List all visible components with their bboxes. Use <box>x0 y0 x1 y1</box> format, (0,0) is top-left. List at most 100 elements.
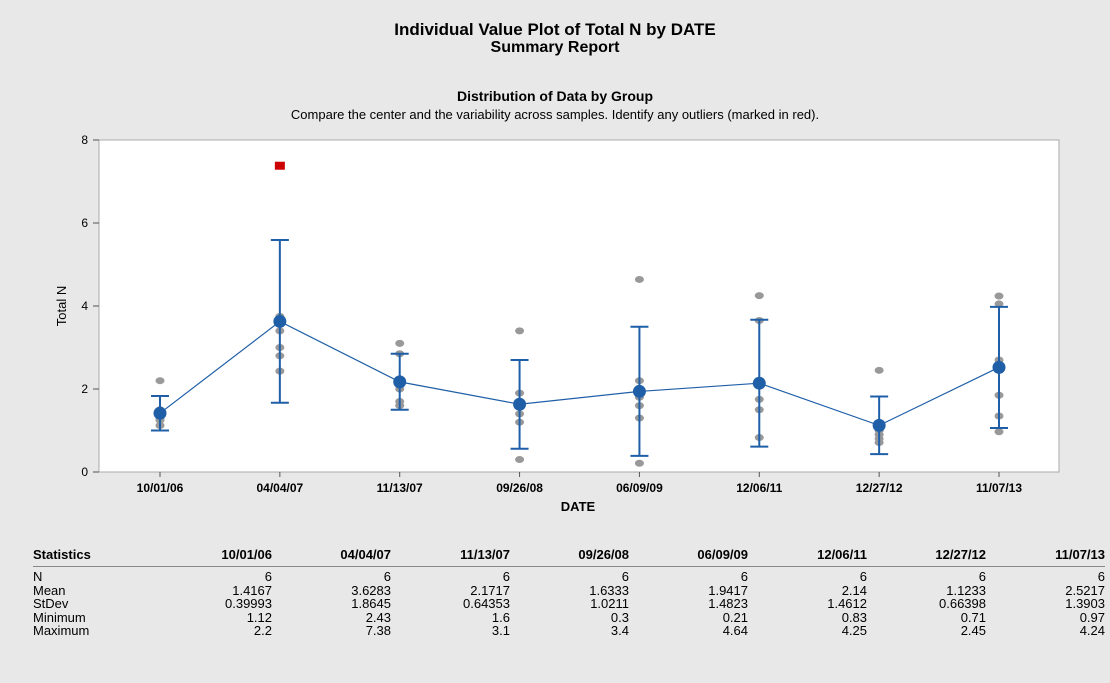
statistics-cell: 0.64353 <box>463 596 510 611</box>
statistics-cell: 0.97 <box>1079 609 1105 625</box>
y-tick-label: 0 <box>81 465 88 479</box>
mean-point <box>872 418 886 432</box>
individual-value-plot: 0 2 4 6 8 10/01/06 04/04/07 11/13/07 09/26/08 06/… <box>54 133 1060 514</box>
y-tick-label: 4 <box>81 299 88 313</box>
x-tick-label: 12/27/12 <box>856 481 903 495</box>
statistics-cell: 0.71 <box>960 609 986 625</box>
x-tick-label: 09/26/08 <box>496 481 543 495</box>
y-tick-label: 8 <box>81 133 88 147</box>
chart-title: Individual Value Plot of Total N by DATE <box>394 20 716 39</box>
statistics-cell: 6 <box>502 569 510 584</box>
outlier-point <box>274 161 285 170</box>
statistics-cell: 6 <box>978 569 986 584</box>
statistics-cell: 3.4 <box>610 623 629 638</box>
statistics-cell: 0.83 <box>841 609 867 625</box>
data-point <box>754 292 764 300</box>
data-point <box>994 292 1004 300</box>
x-tick-label: 04/04/07 <box>256 481 303 495</box>
statistics-col-header: 09/26/08 <box>578 547 629 562</box>
statistics-header-label: Statistics <box>33 547 91 562</box>
statistics-col-header: 12/06/11 <box>817 547 867 562</box>
y-tick-label: 6 <box>81 216 88 230</box>
mean-point <box>632 384 646 398</box>
statistics-col-header: 10/01/06 <box>221 547 272 562</box>
statistics-cell: 6 <box>621 569 629 584</box>
statistics-row: Maximum 2.2 7.38 3.1 3.4 4.64 4.25 2.45 4.24 <box>33 624 1105 638</box>
statistics-cell: 2.1717 <box>470 582 510 598</box>
statistics-row: StDev 0.39993 1.8645 0.64353 1.0211 1.4823 1.4… <box>33 597 1105 611</box>
statistics-cell: 6 <box>859 569 867 584</box>
x-tick-label: 12/06/11 <box>736 481 782 495</box>
statistics-row-label: N <box>33 569 43 584</box>
statistics-cell: 1.1233 <box>946 582 986 598</box>
statistics-cell: 1.6 <box>491 609 510 625</box>
statistics-cell: 3.1 <box>491 623 510 638</box>
data-point <box>874 366 884 374</box>
section-title: Distribution of Data by Group <box>457 88 653 104</box>
section-note: Compare the center and the variability a… <box>290 107 820 122</box>
statistics-cell: 1.4167 <box>232 582 272 598</box>
report-title: Summary Report <box>490 39 620 56</box>
data-point <box>634 459 644 467</box>
statistics-cell: 0.21 <box>722 609 748 625</box>
y-tick-label: 2 <box>81 382 88 396</box>
statistics-cell: 4.64 <box>722 623 748 638</box>
statistics-col-header: 11/13/07 <box>460 547 510 562</box>
statistics-cell: 4.24 <box>1079 623 1105 638</box>
x-tick-label: 06/09/09 <box>616 481 663 495</box>
mean-point <box>393 375 407 389</box>
mean-point <box>153 406 167 420</box>
statistics-cell: 0.39993 <box>225 596 272 611</box>
statistics-cell: 2.2 <box>253 623 272 638</box>
statistics-cell: 6 <box>1097 569 1105 584</box>
statistics-cell: 1.9417 <box>708 582 748 598</box>
data-point <box>395 339 405 347</box>
x-axis-label: DATE <box>561 499 596 514</box>
statistics-row-label: Maximum <box>33 623 90 638</box>
statistics-cell: 2.5217 <box>1065 582 1105 598</box>
x-tick-label: 11/07/13 <box>976 481 1022 495</box>
data-point <box>515 327 525 335</box>
statistics-row-label: Mean <box>33 582 66 598</box>
statistics-col-header: 04/04/07 <box>340 547 391 562</box>
statistics-table: Statistics 10/01/06 04/04/07 11/13/07 09… <box>33 547 1105 638</box>
statistics-cell: 1.0211 <box>590 596 629 611</box>
statistics-cell: 0.66398 <box>939 596 986 611</box>
statistics-cell: 1.3903 <box>1065 596 1105 611</box>
statistics-row: N 6 6 6 6 6 6 6 6 <box>33 570 1105 584</box>
data-point <box>994 300 1004 308</box>
mean-line <box>159 320 1000 427</box>
statistics-cell: 1.4612 <box>827 596 867 611</box>
statistics-col-header: 06/09/09 <box>697 547 748 562</box>
mean-point <box>513 397 527 411</box>
x-tick-label: 11/13/07 <box>377 481 423 495</box>
statistics-row-label: StDev <box>33 596 69 611</box>
statistics-cell: 1.6333 <box>589 582 629 598</box>
y-axis-label: Total N <box>54 286 69 326</box>
statistics-cell: 1.12 <box>246 609 272 625</box>
mean-point <box>752 376 766 390</box>
statistics-cell: 7.38 <box>365 623 391 638</box>
statistics-cell: 6 <box>740 569 748 584</box>
mean-point <box>992 360 1006 374</box>
statistics-cell: 4.25 <box>841 623 867 638</box>
statistics-row: Mean 1.4167 3.6283 2.1717 1.6333 1.9417 2.14 1.… <box>33 582 1105 598</box>
x-tick-label: 10/01/06 <box>137 481 184 495</box>
plot-area <box>98 139 1060 473</box>
statistics-cell: 3.6283 <box>351 582 391 598</box>
statistics-row-label: Minimum <box>33 609 86 625</box>
mean-point <box>273 314 287 328</box>
data-point <box>634 275 644 283</box>
statistics-row: Minimum 1.12 2.43 1.6 0.3 0.21 0.83 0.71 0.97 <box>33 609 1105 625</box>
data-point <box>515 456 525 464</box>
statistics-cell: 2.45 <box>960 623 986 638</box>
statistics-cell: 0.3 <box>610 609 629 625</box>
statistics-cell: 6 <box>264 569 272 584</box>
statistics-cell: 1.8645 <box>351 596 391 611</box>
statistics-cell: 2.14 <box>841 582 867 598</box>
statistics-col-header: 12/27/12 <box>935 547 986 562</box>
statistics-col-header: 11/07/13 <box>1055 547 1105 562</box>
statistics-body: N 6 6 6 6 6 6 6 6 Mean 1.4167 3.6283 2.1717 1.6333 1.9… <box>33 570 1105 638</box>
data-point <box>155 377 165 385</box>
data-point <box>994 428 1004 436</box>
